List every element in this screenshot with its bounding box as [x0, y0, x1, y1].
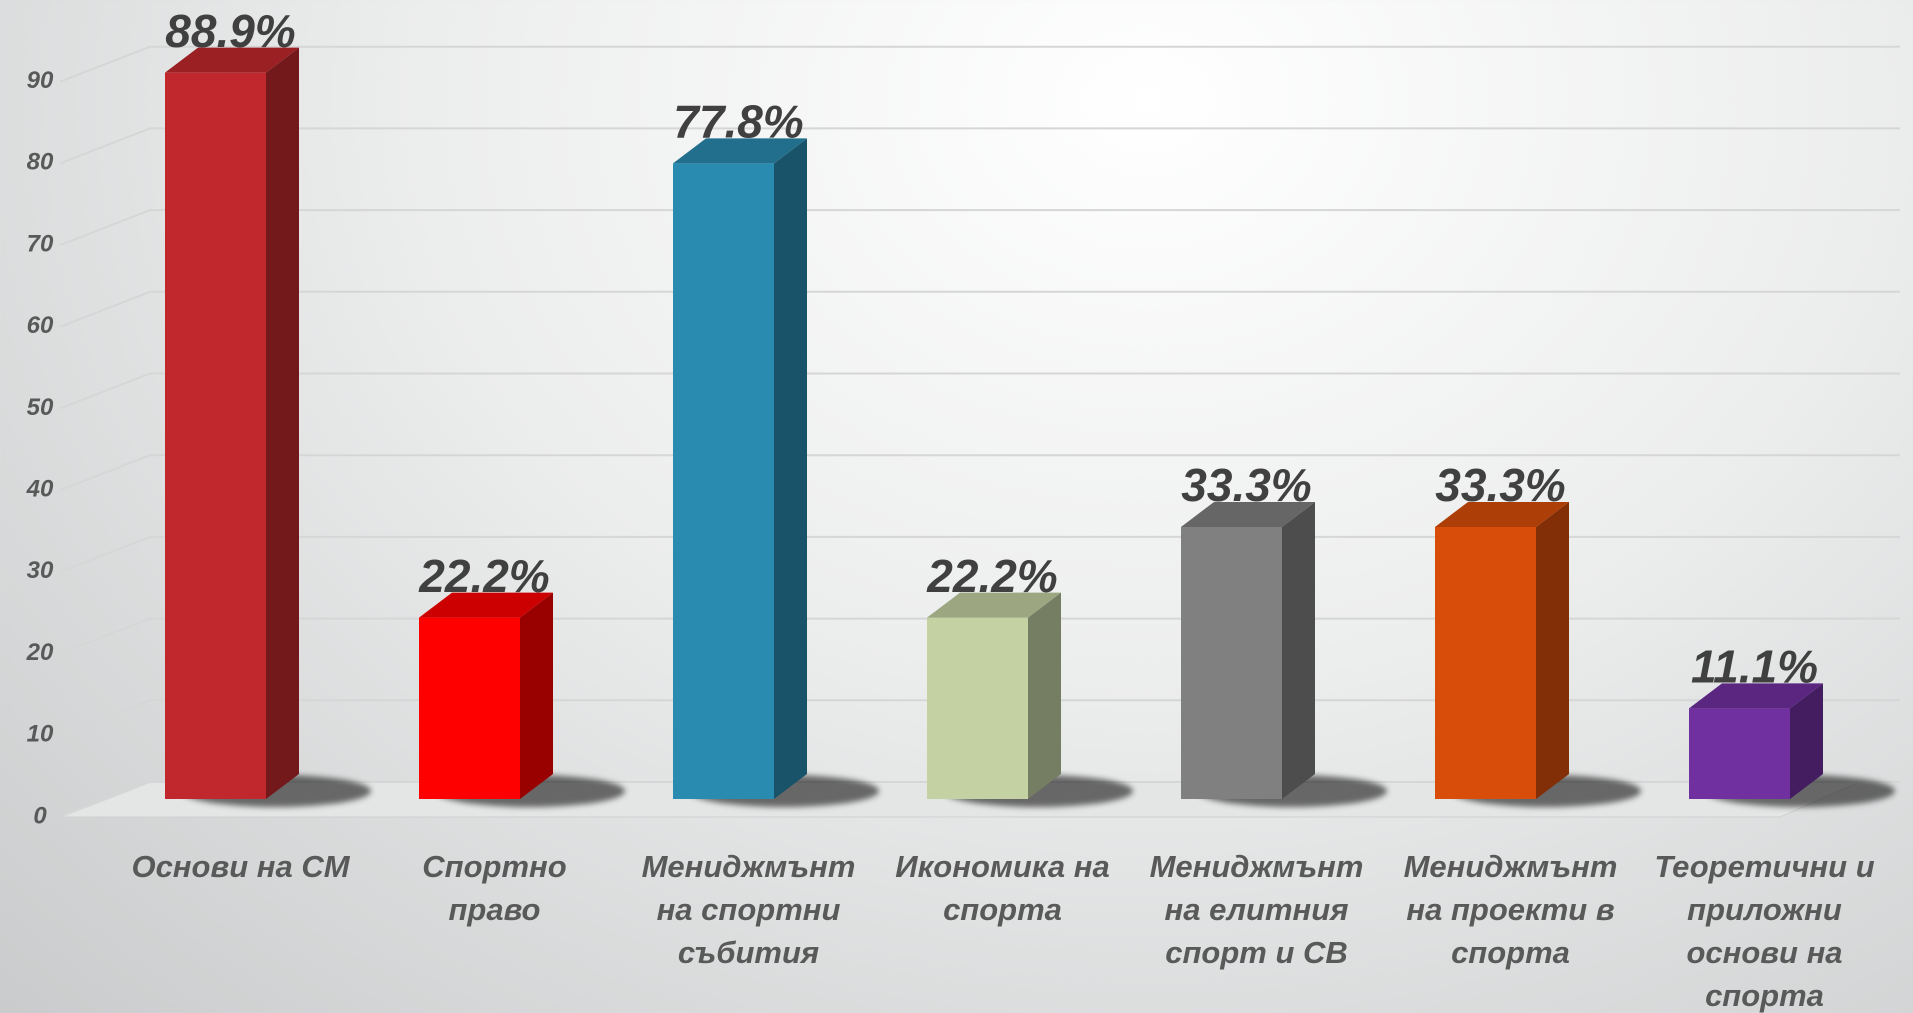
grid-line [59, 290, 151, 328]
bar-top [1689, 683, 1823, 709]
bar-top [1435, 501, 1569, 527]
x-tick-label: Икономика на спорта [895, 849, 1110, 927]
bar [419, 617, 520, 799]
grid-line [59, 45, 151, 83]
value-label: 33.3% [1181, 459, 1311, 511]
bar [165, 72, 266, 799]
grid-line [59, 372, 151, 410]
grid-line [59, 617, 151, 655]
bar-top [419, 592, 553, 618]
y-tick-label: 0 [33, 802, 47, 829]
bar-side [1536, 501, 1569, 799]
y-tick-label: 80 [27, 149, 54, 176]
bar-side [1790, 683, 1823, 799]
x-tick-label: Мениджмънт на проекти в спорта [1403, 849, 1618, 970]
y-tick-label: 60 [27, 312, 54, 339]
y-tick-label: 90 [27, 67, 54, 94]
y-tick-label: 20 [26, 639, 54, 666]
y-tick-label: 30 [27, 557, 54, 584]
grid-line [59, 127, 151, 165]
grid-line [59, 209, 151, 247]
bar [927, 617, 1028, 799]
bar-side [1282, 501, 1315, 799]
y-tick-label: 40 [26, 476, 54, 503]
value-label: 77.8% [673, 96, 803, 148]
bar [1181, 526, 1282, 799]
bar-top [1181, 501, 1315, 527]
bar-top [927, 592, 1061, 618]
bar-side [774, 138, 807, 799]
value-label: 88.9% [165, 5, 295, 57]
x-tick-label: Мениджмънт на елитния спорт и СВ [1149, 849, 1364, 970]
grid-line [59, 535, 151, 573]
y-tick-label: 10 [27, 721, 54, 748]
bar [673, 163, 774, 799]
bar-top [673, 138, 807, 164]
y-tick-label: 70 [27, 230, 54, 257]
bar-side [1028, 592, 1061, 799]
value-label: 22.2% [418, 550, 549, 602]
x-tick-label: Теоретични и приложни основи на спорта [1654, 849, 1875, 1013]
y-tick-label: 50 [27, 394, 54, 421]
bar-side [266, 47, 299, 799]
bar-side [520, 592, 553, 799]
grid-line [59, 454, 151, 492]
bar [1689, 708, 1790, 799]
bar [1435, 526, 1536, 799]
grid-line [59, 699, 151, 737]
value-label: 33.3% [1435, 459, 1565, 511]
grid-line [59, 781, 151, 818]
value-label: 11.1% [1691, 640, 1818, 692]
x-tick-label: Основи на СМ [131, 849, 350, 884]
x-tick-label: Мениджмънт на спортни събития [641, 849, 856, 970]
bar-top [165, 47, 299, 73]
x-tick-label: Спортно право [422, 849, 567, 927]
value-label: 22.2% [926, 550, 1057, 602]
